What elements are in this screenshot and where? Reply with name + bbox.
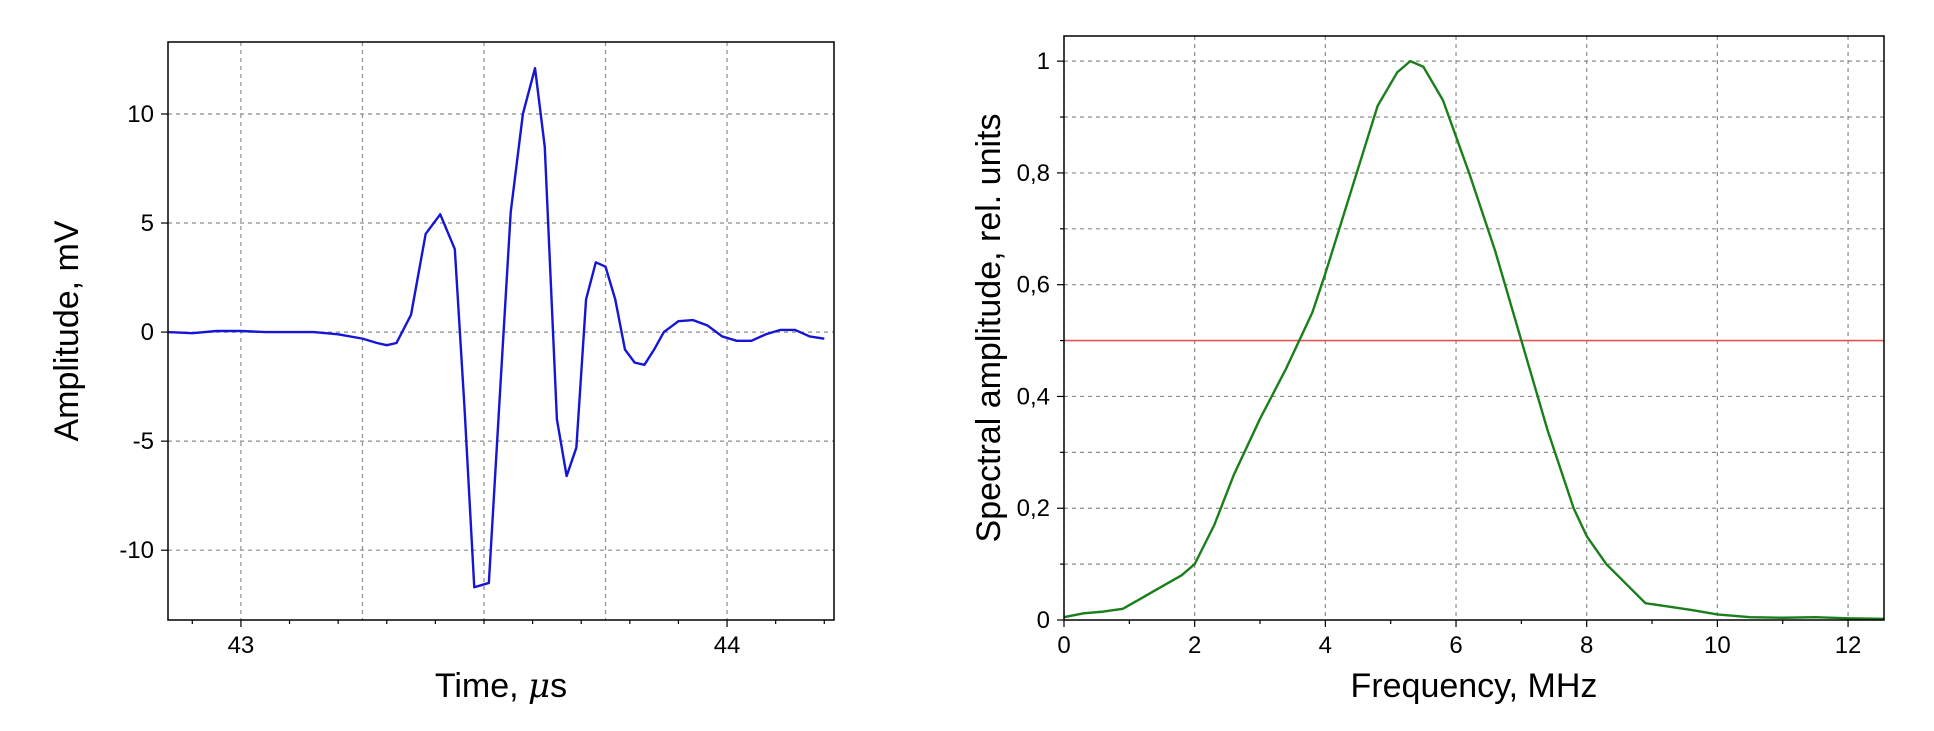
- x-tick-label: 44: [714, 632, 741, 659]
- y-tick-label: 0,8: [1017, 160, 1050, 187]
- x-tick-label: 43: [228, 632, 255, 659]
- y-tick-label: 5: [141, 210, 154, 237]
- y-tick-label: 0,4: [1017, 383, 1050, 410]
- plot-frame: [167, 41, 835, 621]
- series-line: [167, 66, 825, 589]
- y-axis-label: Amplitude, mV: [48, 220, 86, 441]
- x-axis-label-prefix: Time,: [435, 667, 528, 705]
- x-axis-label-mu: μ: [528, 666, 550, 706]
- y-tick-label: 0,2: [1017, 495, 1050, 522]
- x-tick-label: 12: [1835, 632, 1862, 659]
- x-tick-label: 0: [1057, 632, 1070, 659]
- y-tick-label: 10: [127, 101, 154, 128]
- y-tick-label: 0: [1037, 607, 1050, 634]
- y-tick-label: 0: [141, 319, 154, 346]
- x-tick-label: 8: [1580, 632, 1593, 659]
- y-tick-label: -10: [119, 537, 154, 564]
- x-tick-label: 10: [1704, 632, 1731, 659]
- x-axis-label-suffix: s: [550, 667, 567, 705]
- x-tick-label: 4: [1319, 632, 1332, 659]
- y-tick-label: -5: [133, 428, 154, 455]
- y-axis-label: Spectral amplitude, rel. units: [970, 114, 1008, 543]
- x-axis-label: Frequency, MHz: [1351, 667, 1598, 705]
- x-tick-label: 2: [1188, 632, 1201, 659]
- frequency-spectrum-chart: 0 2 4 6 8 10 12 0 0,2 0,4 0,6 0,8 1 Frequency, MHz Spe…: [970, 35, 1885, 705]
- plot-frame: [1063, 35, 1885, 621]
- x-axis-label: Time, μs: [435, 666, 567, 706]
- x-tick-label: 6: [1449, 632, 1462, 659]
- series-line: [1063, 59, 1885, 621]
- y-tick-label: 0,6: [1017, 272, 1050, 299]
- time-domain-chart: 43 44 -10 -5 0 5 10 Time, μs Amplitude, mV: [48, 41, 835, 706]
- y-tick-label: 1: [1037, 48, 1050, 75]
